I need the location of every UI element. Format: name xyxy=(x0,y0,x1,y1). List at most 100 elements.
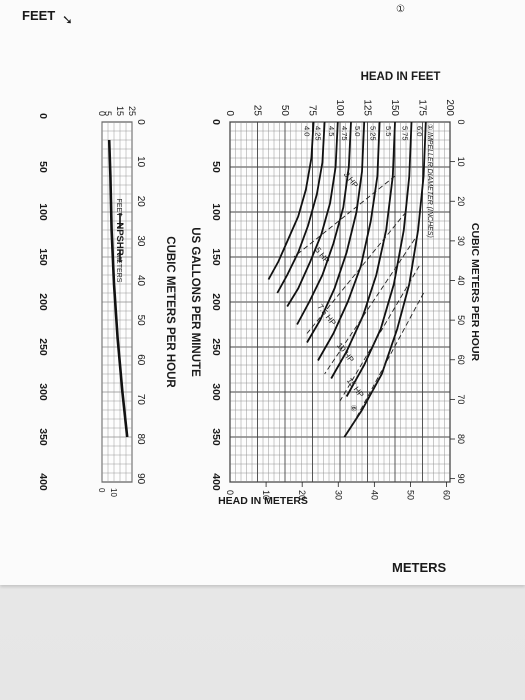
npshr-cmh-origin-label: 0 xyxy=(135,119,146,125)
hp-line xyxy=(339,265,420,402)
npshr-meters-origin-label: 0 xyxy=(97,488,106,493)
cmh-axis-title-lower: CUBIC METERS PER HOUR xyxy=(164,236,176,388)
hp-line xyxy=(293,175,396,258)
impeller-curve-5-75 xyxy=(345,121,413,397)
npshr-caption: NPSHR xyxy=(114,222,125,255)
gpm-origin-label: 0 xyxy=(210,119,222,125)
npshr-feet-tick-label: 15 xyxy=(115,106,125,116)
impeller-curve-4-5 xyxy=(286,121,339,307)
cmh-tick-label: 20 xyxy=(456,196,466,206)
head-meters-tick-label: 10 xyxy=(261,490,271,500)
head-meters-axis-title: HEAD IN METERS xyxy=(218,495,308,507)
cmh-tick-label: 60 xyxy=(456,355,466,365)
npshr-meters-tick-label: 10 xyxy=(109,488,118,497)
hp-line xyxy=(324,238,416,375)
meters-corner-label: METERS xyxy=(392,560,447,575)
gpm-tick-label: 400 xyxy=(210,473,222,491)
impeller-curve-4-75 xyxy=(296,121,352,325)
impeller-curves: 6.0 5.75 5.5 5.25 5.0 4.75 4.5 4.254.0 xyxy=(267,121,427,438)
npshr-arrowhead-right xyxy=(117,260,123,263)
npshr-gpm-tick-label: 350 xyxy=(37,428,49,446)
npshr-feet-origin-label: 0 xyxy=(97,111,107,116)
npshr-cmh-tick-label: 40 xyxy=(135,275,146,287)
head-meters-tick-label: 50 xyxy=(405,490,415,500)
head-meters-tick-label: 30 xyxy=(333,490,343,500)
npshr-gpm-tick-label: 200 xyxy=(37,293,49,311)
impeller-diameter-label: 5.0 xyxy=(353,126,362,136)
impeller-caption-marker: ① xyxy=(426,124,434,130)
npshr-cmh-tick-label: 10 xyxy=(135,156,146,168)
cmh-tick-label: 50 xyxy=(456,315,466,325)
head-feet-axis-title: HEAD IN FEET xyxy=(361,71,441,83)
gpm-tick-label: 200 xyxy=(210,293,222,311)
head-feet-origin-label: 0 xyxy=(224,110,235,116)
impeller-curve-4-25 xyxy=(276,121,326,294)
npshr-cmh-tick-label: 90 xyxy=(135,473,146,485)
hp-line xyxy=(352,292,424,424)
hp-line xyxy=(306,211,407,334)
impeller-diameter-label: 4.25 xyxy=(314,126,323,141)
head-grid xyxy=(229,121,451,483)
head-feet-tick-label: 75 xyxy=(307,105,318,117)
npshr-gpm-tick-label: 50 xyxy=(37,161,49,173)
npshr-feet-tick-label: 25 xyxy=(127,106,137,116)
cmh-tick-label: 70 xyxy=(456,394,466,404)
head-feet-tick-label: 125 xyxy=(362,99,373,116)
feet-corner-label: FEET xyxy=(22,8,55,23)
cmh-origin-label: 0 xyxy=(456,119,466,124)
npshr-gpm-tick-label: 300 xyxy=(37,383,49,401)
cmh-tick-label: 40 xyxy=(456,275,466,285)
gpm-tick-label: 350 xyxy=(210,428,222,446)
npshr-cmh-tick-label: 60 xyxy=(135,354,146,366)
feet-corner-arrow: ➘ xyxy=(62,12,73,27)
cmh-tick-label: 30 xyxy=(456,236,466,246)
npshr-feet-tick-label: 5 xyxy=(103,111,113,116)
npshr-cmh-tick-label: 20 xyxy=(135,196,146,208)
npshr-curve xyxy=(107,139,129,438)
gpm-tick-label: 250 xyxy=(210,338,222,356)
head-meters-origin-label: 0 xyxy=(225,490,235,495)
head-meters-tick-label: 40 xyxy=(369,490,379,500)
head-meters-tick-label: 20 xyxy=(297,490,307,500)
impeller-curve-5-25 xyxy=(317,121,381,361)
impeller-curve-6-0 xyxy=(343,121,427,438)
npshr-gpm-tick-label: 150 xyxy=(37,248,49,266)
head-feet-tick-label: 50 xyxy=(279,105,290,117)
npshr-cmh-tick-label: 50 xyxy=(135,315,146,327)
impeller-diameter-label: 6.0 xyxy=(415,126,424,136)
npshr-caption-meters: METERS xyxy=(115,253,122,283)
impeller-diameter-label: 4.0 xyxy=(303,126,312,136)
head-feet-tick-label: 150 xyxy=(389,99,400,116)
impeller-curve-4-0 xyxy=(267,121,315,280)
head-feet-tick-label: 175 xyxy=(417,99,428,116)
hp-marker: ⑥ xyxy=(349,405,358,412)
impeller-diameter-label: 5.75 xyxy=(401,126,410,141)
npshr-gpm-origin-label: 0 xyxy=(37,113,49,119)
gpm-axis-title: US GALLONS PER MINUTE xyxy=(189,227,201,377)
impeller-curve-5-0 xyxy=(306,121,366,343)
npshr-grid xyxy=(101,121,133,483)
head-feet-tick-label: 25 xyxy=(252,105,263,117)
npshr-cmh-tick-label: 30 xyxy=(135,235,146,247)
impeller-diameter-label: 5.5 xyxy=(384,126,393,136)
impeller-diameter-label: 5.25 xyxy=(369,126,378,141)
gpm-tick-label: 150 xyxy=(210,248,222,266)
gpm-tick-label: 300 xyxy=(210,383,222,401)
npshr-gpm-tick-label: 400 xyxy=(37,473,49,491)
npshr-cmh-tick-label: 80 xyxy=(135,433,146,445)
impeller-diameter-label: 4.75 xyxy=(340,126,349,141)
head-feet-tick-label: 200 xyxy=(444,99,455,116)
npshr-arrowhead-left xyxy=(117,212,123,215)
impeller-caption: IMPELLER DIAMETER (INCHES) xyxy=(426,132,433,238)
npshr-cmh-tick-label: 70 xyxy=(135,394,146,406)
impeller-curve-5-5 xyxy=(330,121,396,379)
npshr-gpm-tick-label: 250 xyxy=(37,338,49,356)
cmh-tick-label: 10 xyxy=(456,157,466,167)
gpm-tick-label: 100 xyxy=(210,203,222,221)
cmh-tick-label: 90 xyxy=(456,474,466,484)
npshr-gpm-tick-label: 100 xyxy=(37,203,49,221)
head-feet-marker: ① xyxy=(396,4,405,15)
